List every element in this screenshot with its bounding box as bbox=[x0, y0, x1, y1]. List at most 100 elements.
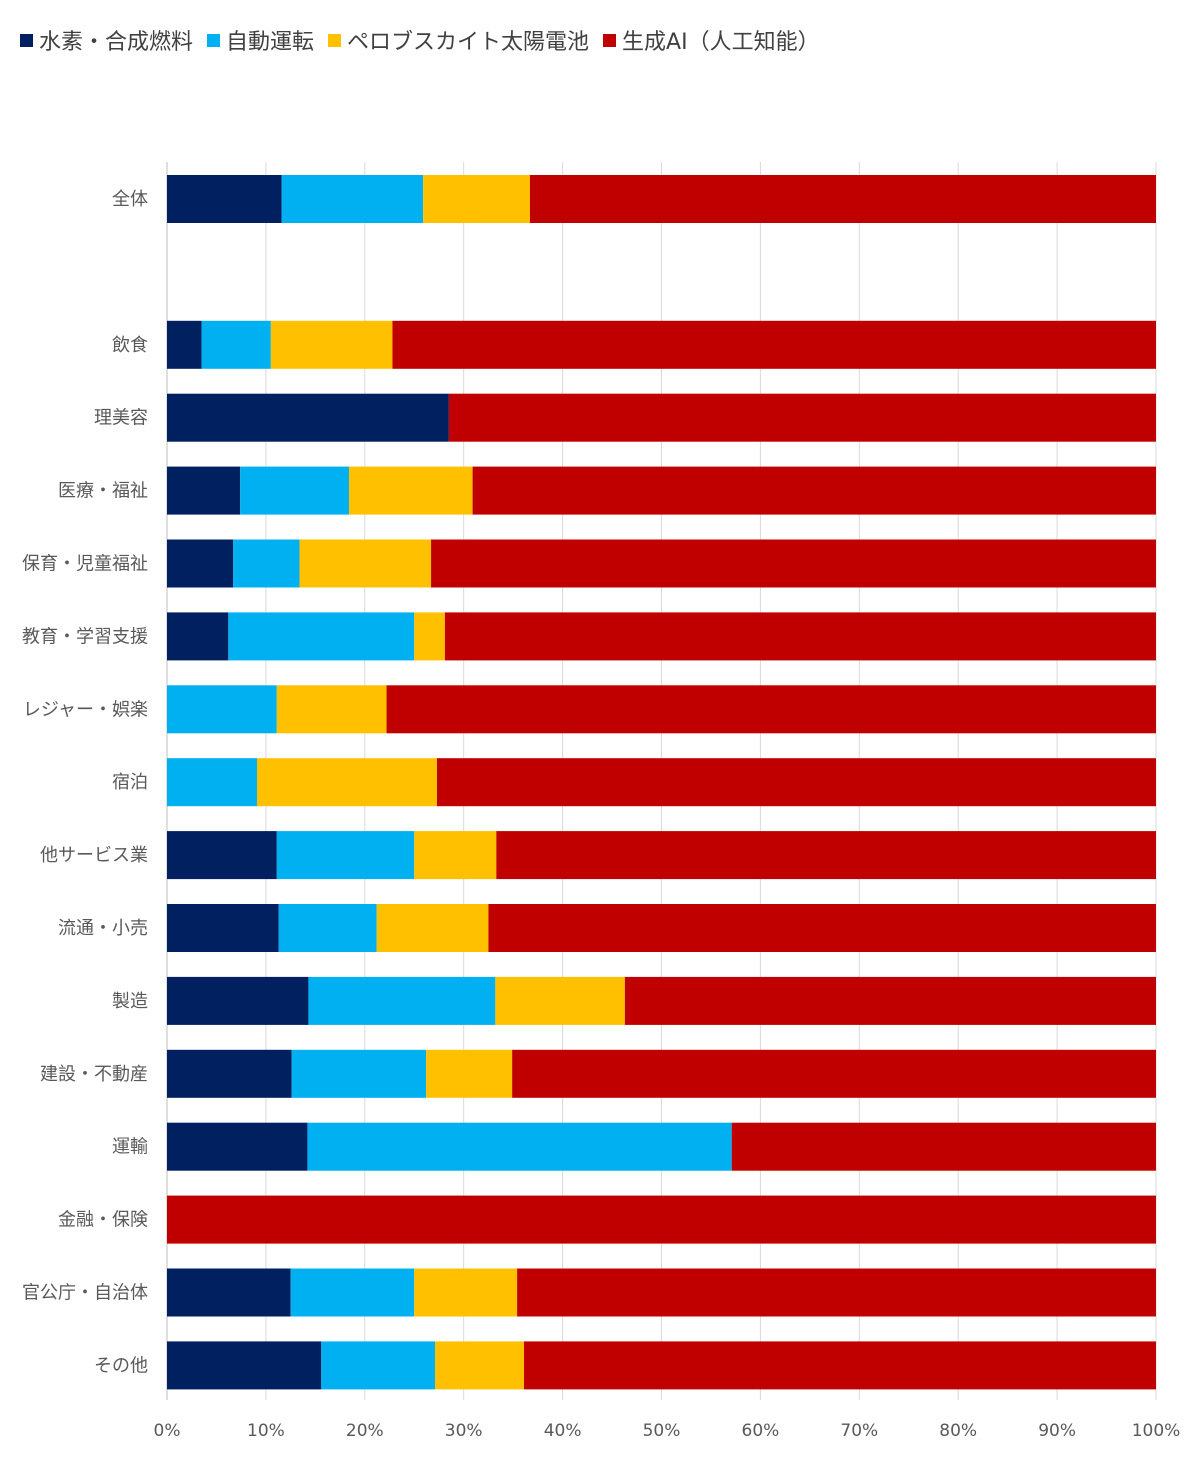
bar-perovskite bbox=[414, 1268, 518, 1317]
bar-autonomous-driving bbox=[307, 1122, 732, 1171]
bar-hydrogen bbox=[167, 1341, 322, 1390]
category-label: 建設・不動産 bbox=[40, 1064, 148, 1085]
bar-perovskite bbox=[348, 466, 473, 515]
bar-generative-ai bbox=[524, 1341, 1156, 1390]
bar-autonomous-driving bbox=[276, 831, 415, 880]
bar-perovskite bbox=[435, 1341, 525, 1390]
bar-hydrogen bbox=[167, 831, 277, 880]
x-tick-label: 50% bbox=[643, 1421, 681, 1441]
bar-hydrogen bbox=[167, 539, 234, 588]
bar-hydrogen bbox=[167, 175, 282, 223]
bar-hydrogen bbox=[167, 393, 449, 442]
legend-label-autonomous-driving: 自動運転 bbox=[226, 30, 315, 55]
legend-swatch-perovskite bbox=[328, 33, 342, 47]
bar-autonomous-driving bbox=[291, 1049, 427, 1098]
category-label: 飲食 bbox=[112, 335, 148, 356]
bar-autonomous-driving bbox=[281, 175, 424, 223]
x-tick-label: 60% bbox=[742, 1421, 780, 1441]
x-tick-label: 30% bbox=[445, 1421, 483, 1441]
bar-generative-ai bbox=[731, 1122, 1156, 1171]
bar-hydrogen bbox=[167, 320, 202, 369]
x-tick-label: 90% bbox=[1038, 1421, 1076, 1441]
bar-autonomous-driving bbox=[308, 976, 496, 1025]
bar-hydrogen bbox=[167, 976, 309, 1025]
bar-generative-ai bbox=[392, 320, 1156, 369]
category-label: 製造 bbox=[112, 991, 148, 1012]
bar-generative-ai bbox=[448, 393, 1156, 442]
bar-autonomous-driving bbox=[201, 320, 271, 369]
category-label: 他サービス業 bbox=[40, 845, 148, 866]
bar-generative-ai bbox=[386, 685, 1157, 734]
bar-hydrogen bbox=[167, 1122, 308, 1171]
bar-autonomous-driving bbox=[167, 758, 257, 807]
bar-hydrogen bbox=[167, 1268, 291, 1317]
bar-hydrogen bbox=[167, 612, 229, 661]
bar-autonomous-driving bbox=[240, 466, 349, 515]
bar-generative-ai bbox=[624, 976, 1156, 1025]
legend-swatch-generative-ai bbox=[603, 33, 617, 47]
legend-item-perovskite: ペロブスカイト太陽電池 bbox=[328, 24, 589, 56]
category-label: 運輸 bbox=[112, 1137, 148, 1158]
bar-perovskite bbox=[256, 758, 437, 807]
category-label: 保育・児童福祉 bbox=[22, 554, 148, 575]
bar-perovskite bbox=[270, 320, 393, 369]
legend-swatch-autonomous-driving bbox=[207, 33, 221, 47]
bar-generative-ai bbox=[444, 612, 1156, 661]
bar-generative-ai bbox=[517, 1268, 1156, 1317]
bar-perovskite bbox=[414, 831, 497, 880]
legend-item-hydrogen: 水素・合成燃料 bbox=[20, 24, 193, 56]
bar-generative-ai bbox=[431, 539, 1156, 588]
category-label: レジャー・娯楽 bbox=[23, 699, 148, 720]
x-tick-label: 70% bbox=[840, 1421, 878, 1441]
category-label: 理美容 bbox=[94, 408, 148, 429]
bar-perovskite bbox=[426, 1049, 513, 1098]
bar-hydrogen bbox=[167, 904, 279, 952]
bar-generative-ai bbox=[167, 1195, 1156, 1244]
category-label: 全体 bbox=[112, 189, 148, 210]
bar-generative-ai bbox=[496, 831, 1156, 880]
bar-autonomous-driving bbox=[290, 1268, 415, 1317]
legend-swatch-hydrogen bbox=[20, 33, 33, 47]
bar-perovskite bbox=[423, 175, 530, 223]
legend-label-hydrogen: 水素・合成燃料 bbox=[39, 30, 194, 55]
category-label: 教育・学習支援 bbox=[22, 626, 148, 647]
bar-autonomous-driving bbox=[233, 539, 300, 588]
bar-generative-ai bbox=[472, 466, 1156, 515]
bar-hydrogen bbox=[167, 1049, 292, 1098]
x-tick-label: 80% bbox=[939, 1421, 977, 1441]
bar-generative-ai bbox=[436, 758, 1156, 807]
x-tick-labels: 0% 10% 20% 30% 40% 50% 60% 70% 80% 90% 100% bbox=[154, 1421, 1181, 1441]
category-label: 宿泊 bbox=[112, 772, 148, 793]
category-label: その他 bbox=[94, 1355, 148, 1376]
x-tick-label: 20% bbox=[346, 1421, 384, 1441]
bar-generative-ai bbox=[488, 904, 1156, 952]
category-label: 流通・小売 bbox=[58, 918, 148, 939]
bar-autonomous-driving bbox=[321, 1341, 436, 1390]
bar-generative-ai bbox=[512, 1049, 1156, 1098]
bar-autonomous-driving bbox=[228, 612, 415, 661]
bar-perovskite bbox=[276, 685, 387, 734]
chart-legend: 水素・合成燃料 自動運転 ペロブスカイト太陽電池 生成AI（人工知能） bbox=[20, 24, 820, 56]
bar-perovskite bbox=[495, 976, 625, 1025]
legend-label-generative-ai: 生成AI（人工知能） bbox=[622, 30, 820, 55]
category-label: 官公庁・自治体 bbox=[22, 1283, 148, 1304]
legend-item-autonomous-driving: 自動運転 bbox=[207, 24, 314, 56]
bar-generative-ai bbox=[529, 175, 1156, 223]
legend-item-generative-ai: 生成AI（人工知能） bbox=[603, 24, 820, 56]
bar-perovskite bbox=[376, 904, 489, 952]
bar-perovskite bbox=[414, 612, 445, 661]
bars bbox=[167, 175, 1157, 1390]
category-label: 金融・保険 bbox=[58, 1210, 148, 1231]
bar-perovskite bbox=[299, 539, 432, 588]
bar-autonomous-driving bbox=[167, 685, 277, 734]
category-label: 医療・福祉 bbox=[58, 481, 148, 502]
x-tick-label: 100% bbox=[1132, 1421, 1181, 1441]
x-tick-label: 0% bbox=[154, 1421, 181, 1441]
x-tick-label: 10% bbox=[247, 1421, 285, 1441]
bar-hydrogen bbox=[167, 466, 241, 515]
category-labels: 全体飲食理美容医療・福祉保育・児童福祉教育・学習支援レジャー・娯楽宿泊他サービス… bbox=[22, 189, 148, 1376]
bar-autonomous-driving bbox=[278, 904, 377, 952]
legend-label-perovskite: ペロブスカイト太陽電池 bbox=[347, 30, 590, 55]
x-tick-label: 40% bbox=[544, 1421, 582, 1441]
